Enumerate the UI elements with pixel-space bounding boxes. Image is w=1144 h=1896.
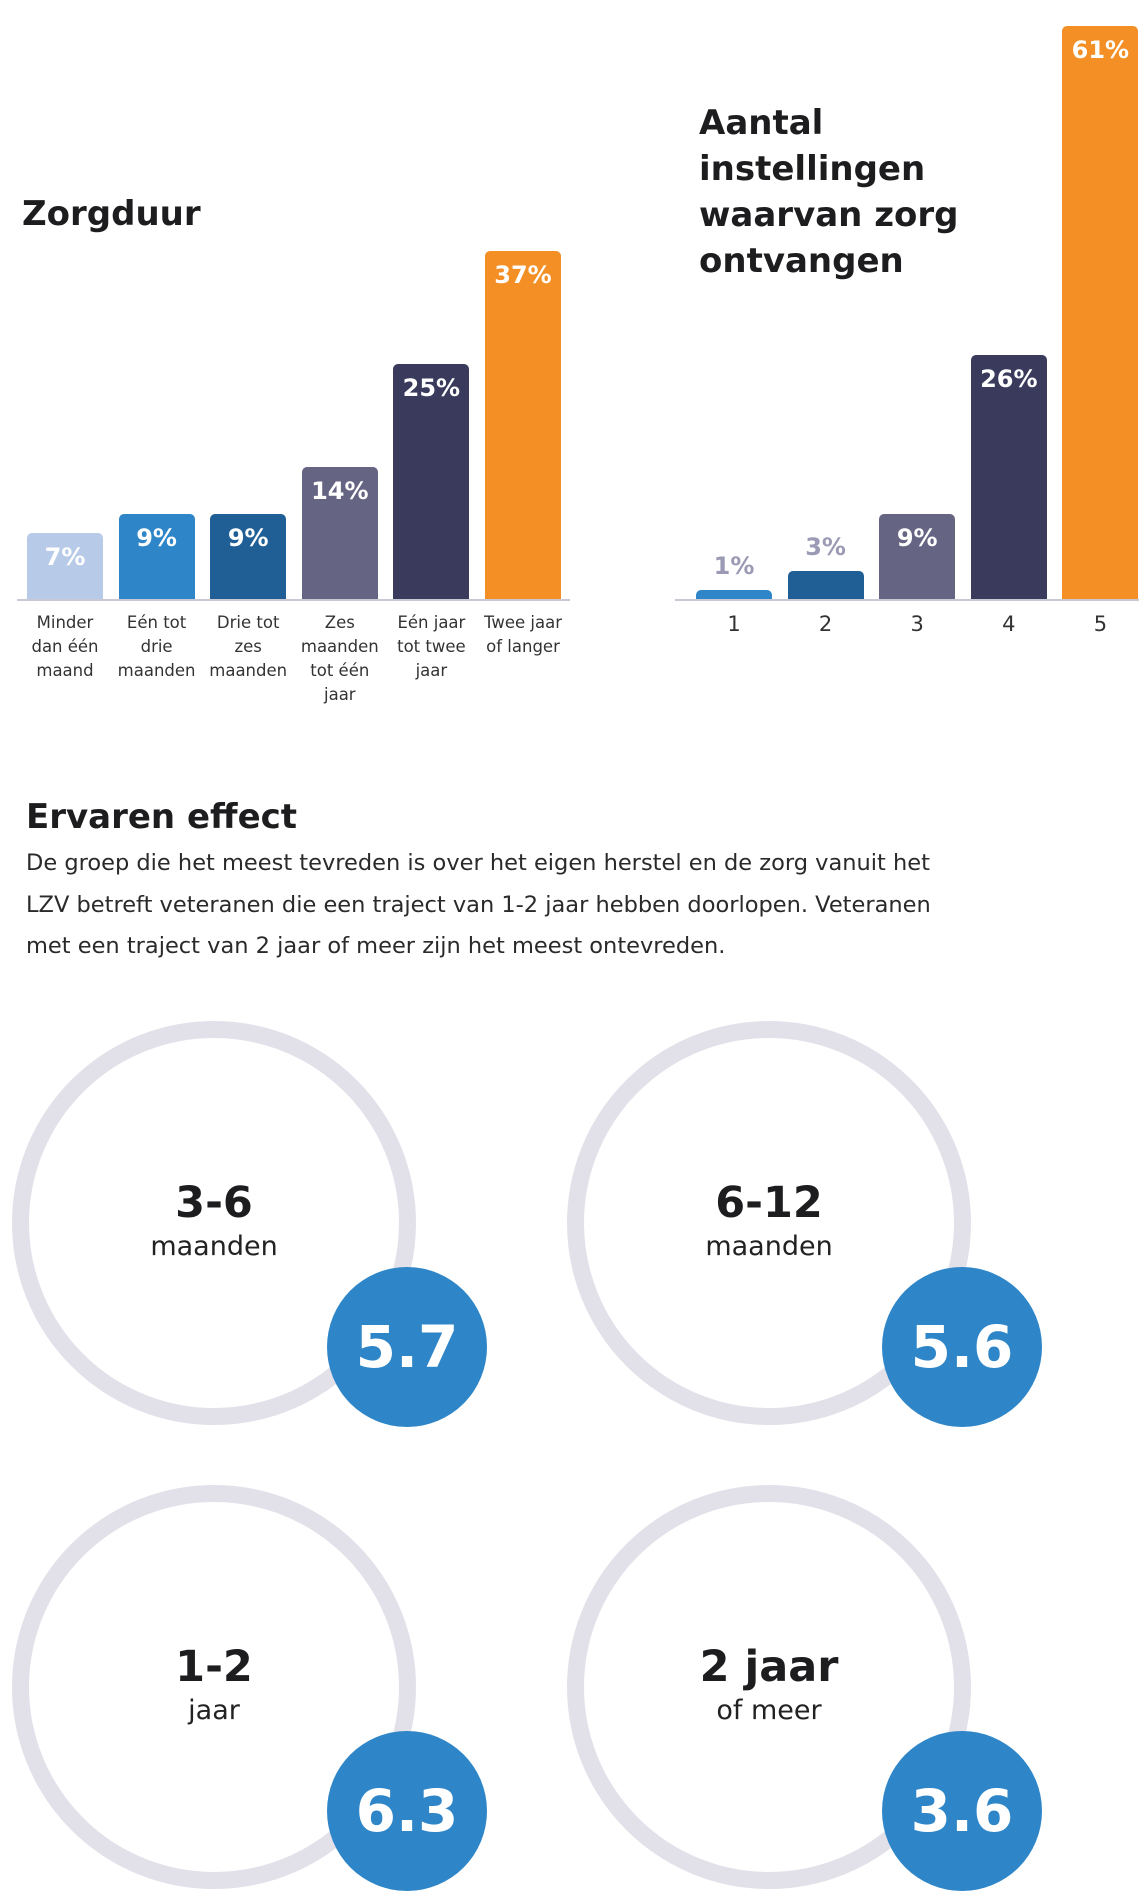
score-badge: 5.6 <box>882 1267 1042 1427</box>
bar <box>879 514 956 599</box>
x-tick-label: Eén tot drie maanden <box>117 613 196 680</box>
baseline <box>675 599 1139 601</box>
score-badge: 5.7 <box>327 1267 487 1427</box>
x-tick-label: Eén jaar tot twee jaar <box>397 613 466 680</box>
score-sublabel: maanden <box>150 1231 278 1262</box>
value-label: 14% <box>311 477 369 506</box>
score-sublabel: maanden <box>705 1231 833 1262</box>
section-title: Ervaren effect <box>26 797 298 837</box>
value-label: 25% <box>402 374 461 402</box>
bar <box>485 251 561 599</box>
baseline <box>17 599 570 601</box>
score-label: 6-12 <box>715 1178 823 1228</box>
value-label: 7% <box>44 543 86 572</box>
x-tick-label: 2 <box>818 612 833 636</box>
bar <box>970 354 1047 599</box>
score-badge: 3.6 <box>882 1731 1042 1891</box>
bar <box>118 514 195 599</box>
value-label: 3% <box>805 532 846 561</box>
chart-title: Zorgduur <box>22 194 201 234</box>
bar <box>301 467 378 599</box>
score-label: 2 jaar <box>699 1642 839 1692</box>
x-tick-label: 3 <box>910 612 924 636</box>
value-label: 37% <box>494 261 552 290</box>
bar <box>696 589 772 599</box>
value-label: 61% <box>1071 35 1130 64</box>
value-label: 9% <box>227 524 269 553</box>
score-badge: 6.3 <box>327 1731 487 1891</box>
x-tick-label: 5 <box>1093 612 1108 636</box>
score-label: 3-6 <box>175 1178 253 1228</box>
score-label: 1-2 <box>175 1642 253 1692</box>
x-tick-label: Twee jaar of langer <box>484 613 562 656</box>
value-label: 9% <box>896 524 938 553</box>
x-tick-label: Minder dan één maand <box>31 613 99 680</box>
chart-title: Aantal instellingen waarvan zorg ontvang… <box>699 103 959 281</box>
bar <box>27 533 103 599</box>
x-tick-label: 1 <box>727 612 741 636</box>
x-tick-label: Zes maanden tot één jaar <box>300 613 379 704</box>
x-tick-label: 4 <box>1002 612 1016 636</box>
value-label: 9% <box>136 524 177 553</box>
value-label: 1% <box>713 551 755 580</box>
score-sublabel: of meer <box>716 1695 822 1726</box>
section-text: De groep die het meest tevreden is over … <box>26 850 931 959</box>
x-tick-label: Drie tot zes maanden <box>209 613 288 680</box>
bar <box>393 364 470 599</box>
bar <box>210 514 287 599</box>
value-label: 26% <box>980 364 1038 393</box>
score-sublabel: jaar <box>188 1695 240 1726</box>
bar <box>1062 25 1139 599</box>
bar <box>787 570 864 599</box>
